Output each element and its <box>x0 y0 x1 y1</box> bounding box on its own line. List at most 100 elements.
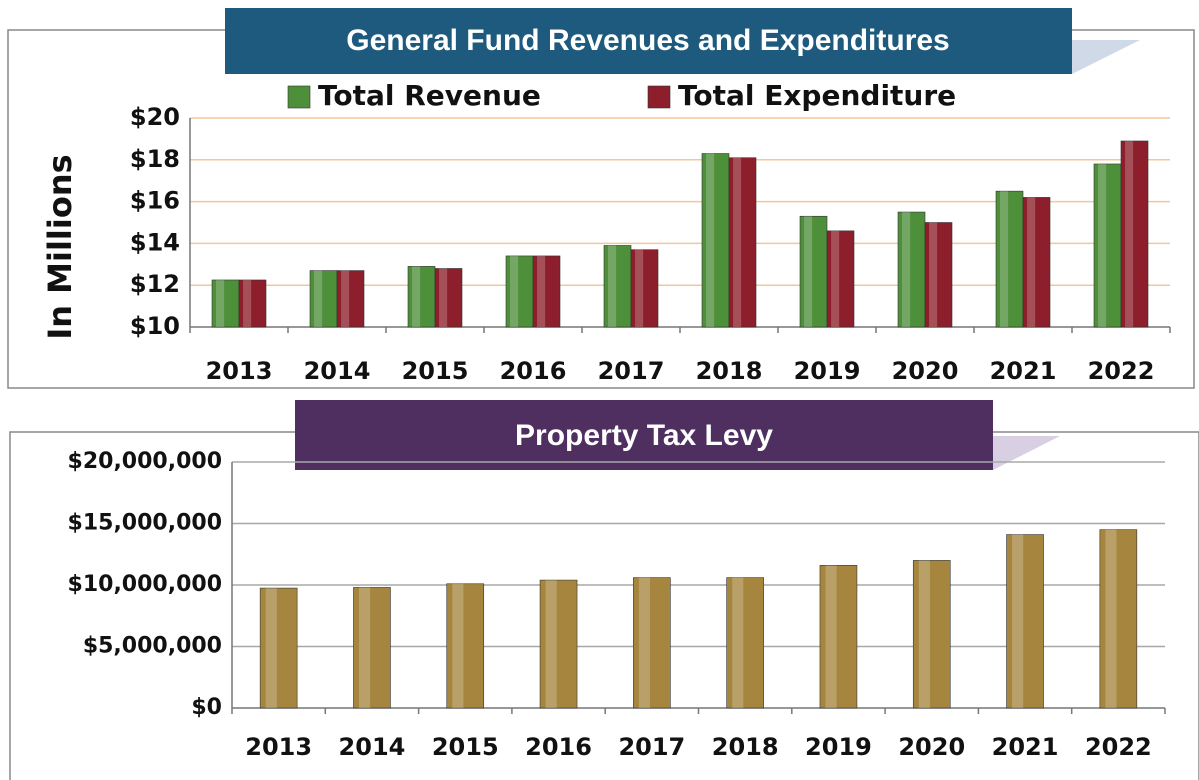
bar <box>826 230 855 328</box>
x-tick-label: 2022 <box>1085 733 1152 761</box>
y-tick-label: $12 <box>130 270 180 298</box>
legend-swatch <box>287 85 311 109</box>
x-tick-label: 2018 <box>696 357 763 385</box>
bar-highlight <box>706 153 715 327</box>
bar <box>603 245 632 328</box>
y-tick-label: $16 <box>130 187 180 215</box>
bar-highlight <box>825 565 837 708</box>
x-tick-label: 2020 <box>892 357 959 385</box>
bar-highlight <box>902 212 911 327</box>
bar <box>353 587 391 709</box>
bar-highlight <box>1012 534 1024 708</box>
bar-highlight <box>412 266 421 327</box>
x-tick-label: 2021 <box>990 357 1057 385</box>
bar <box>1120 140 1149 328</box>
bar-highlight <box>341 270 350 327</box>
bar-highlight <box>831 230 840 327</box>
y-tick-label: $15,000,000 <box>68 511 222 536</box>
chart-title: Property Tax Levy <box>515 419 773 452</box>
bar-highlight <box>1098 163 1107 327</box>
bar <box>211 279 240 328</box>
bar <box>633 577 671 709</box>
bar <box>259 587 298 709</box>
bar-highlight <box>804 216 813 327</box>
bar <box>924 222 953 328</box>
bar <box>912 560 951 709</box>
bar-highlight <box>635 249 644 327</box>
x-tick-label: 2017 <box>598 357 665 385</box>
y-tick-label: $10,000,000 <box>68 572 222 597</box>
x-tick-label: 2013 <box>245 733 312 761</box>
bar <box>1022 197 1051 328</box>
x-tick-label: 2018 <box>712 733 779 761</box>
y-tick-label: $0 <box>191 695 222 720</box>
x-tick-label: 2016 <box>500 357 567 385</box>
bar-highlight <box>918 560 930 708</box>
x-tick-label: 2016 <box>525 733 592 761</box>
bar-highlight <box>732 577 744 708</box>
bar <box>1006 534 1044 709</box>
legend-label: Total Expenditure <box>678 79 956 112</box>
x-tick-label: 2019 <box>794 357 861 385</box>
banner-shadow <box>1072 40 1140 74</box>
bar <box>630 249 659 328</box>
bar-highlight <box>243 279 252 327</box>
bar-highlight <box>1000 191 1009 327</box>
bar <box>1093 163 1122 328</box>
banner-shadow <box>993 436 1060 470</box>
y-tick-label: $18 <box>130 145 180 173</box>
bar-highlight <box>510 255 519 327</box>
bar <box>995 190 1024 328</box>
bar <box>505 255 534 328</box>
bar-highlight <box>1027 197 1036 327</box>
bar-highlight <box>1105 529 1117 708</box>
bar-highlight <box>216 279 225 327</box>
bar-highlight <box>733 157 742 327</box>
bar <box>434 268 463 328</box>
bar <box>726 577 764 709</box>
bar <box>897 211 926 328</box>
x-tick-label: 2022 <box>1088 357 1155 385</box>
y-tick-label: $20,000,000 <box>68 449 222 474</box>
y-tick-label: $5,000,000 <box>83 634 222 659</box>
bar-highlight <box>439 268 448 327</box>
title-banner <box>225 8 1072 74</box>
y-tick-label: $14 <box>130 228 180 256</box>
bar-highlight <box>359 587 371 708</box>
title-banner <box>295 400 993 470</box>
x-tick-label: 2017 <box>618 733 685 761</box>
bar-highlight <box>638 577 650 708</box>
bar <box>701 153 730 328</box>
bar <box>309 270 338 328</box>
x-tick-label: 2014 <box>339 733 406 761</box>
bar <box>799 215 828 328</box>
bar-highlight <box>537 255 546 327</box>
bar <box>819 565 858 709</box>
bar-highlight <box>314 270 323 327</box>
x-tick-label: 2014 <box>304 357 371 385</box>
bar-highlight <box>929 222 938 327</box>
x-tick-label: 2013 <box>206 357 273 385</box>
y-tick-label: $10 <box>130 312 180 340</box>
bar-highlight <box>265 588 277 708</box>
bar <box>539 579 578 709</box>
bar <box>238 279 267 328</box>
bar <box>446 583 485 709</box>
chart-title: General Fund Revenues and Expenditures <box>346 24 950 57</box>
x-tick-label: 2021 <box>992 733 1059 761</box>
bar <box>336 270 365 328</box>
bar-highlight <box>545 580 557 708</box>
x-tick-label: 2019 <box>805 733 872 761</box>
x-tick-label: 2015 <box>432 733 499 761</box>
bar-highlight <box>608 245 617 327</box>
x-tick-label: 2015 <box>402 357 469 385</box>
bar <box>1099 529 1138 709</box>
legend-swatch <box>647 85 671 109</box>
bar-highlight <box>452 583 464 708</box>
y-axis-label: In Millions <box>41 154 79 339</box>
legend-label: Total Revenue <box>318 79 541 112</box>
bar-highlight <box>1125 140 1134 327</box>
bar <box>728 157 757 328</box>
bar <box>532 255 561 328</box>
